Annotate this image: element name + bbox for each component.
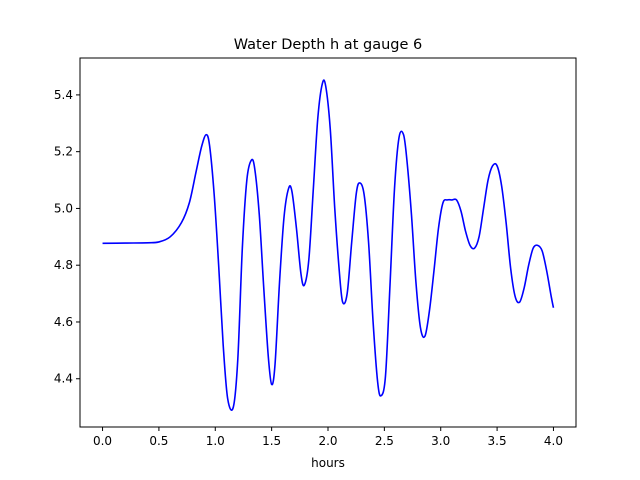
x-axis: 0.0 0.5 1.0 1.5 2.0 2.5 3.0 3.5 4.0 [93, 427, 563, 448]
x-tick-label: 3.0 [431, 434, 450, 448]
x-axis-label: hours [311, 456, 345, 470]
y-tick-label: 4.6 [54, 315, 73, 329]
x-tick-label: 1.5 [262, 434, 281, 448]
y-tick-label: 4.4 [54, 372, 73, 386]
x-tick-label: 0.5 [149, 434, 168, 448]
y-tick-label: 5.2 [54, 145, 73, 159]
series-line-0 [102, 79, 555, 411]
x-tick-label: 1.0 [206, 434, 225, 448]
y-tick-label: 5.4 [54, 88, 73, 102]
y-axis: 4.4 4.6 4.8 5.0 5.2 5.4 [54, 88, 80, 386]
x-tick-label: 0.0 [93, 434, 112, 448]
y-tick-label: 4.8 [54, 258, 73, 272]
x-tick-label: 2.0 [318, 434, 337, 448]
chart-title: Water Depth h at gauge 6 [234, 37, 422, 53]
y-tick-label: 5.0 [54, 201, 73, 215]
x-tick-label: 2.5 [375, 434, 394, 448]
plot-content [102, 79, 555, 411]
x-tick-label: 4.0 [544, 434, 563, 448]
x-tick-label: 3.5 [488, 434, 507, 448]
